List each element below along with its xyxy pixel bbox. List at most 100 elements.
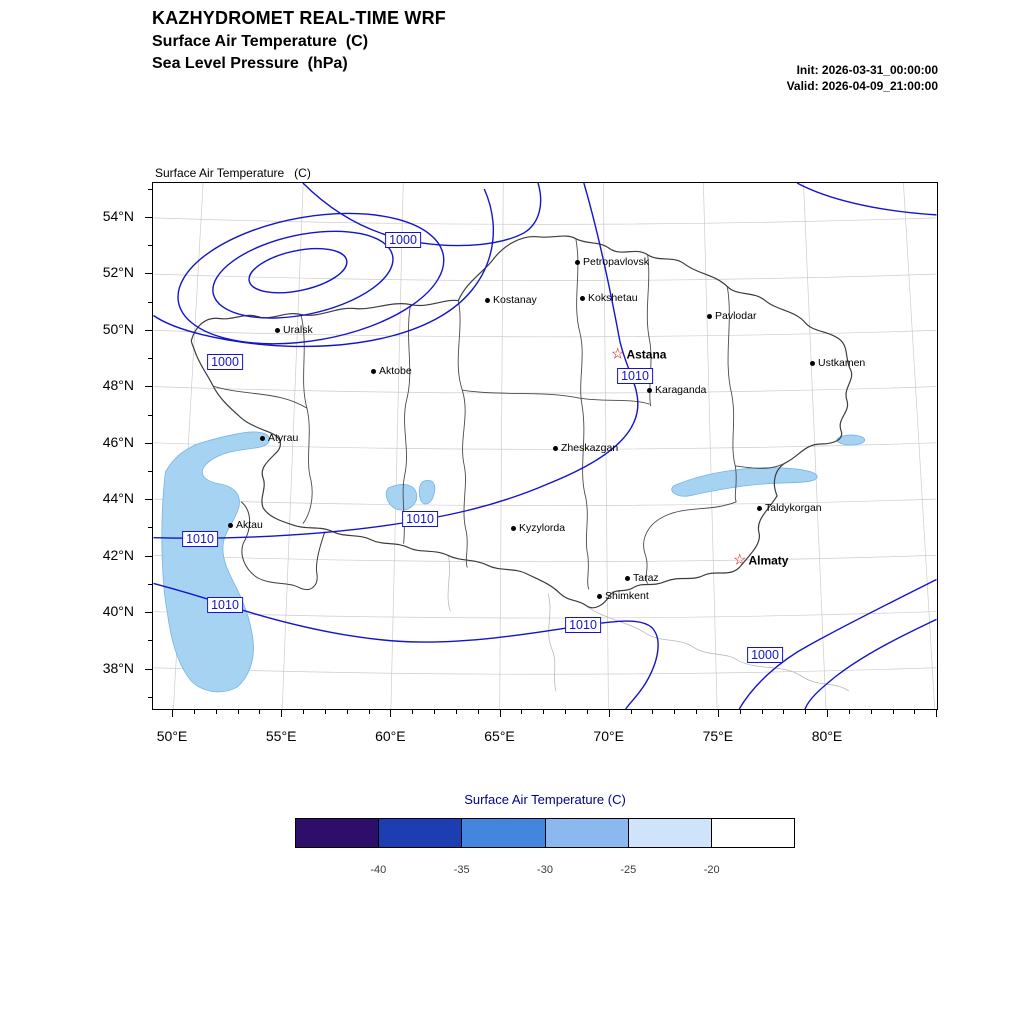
city-marker-astana: ☆ Astana: [611, 347, 666, 362]
graticule: [153, 183, 937, 709]
lat-tick: [148, 188, 152, 190]
lat-tick-label: 52°N: [102, 264, 134, 281]
city-marker-atyrau: Atyrau: [260, 432, 298, 444]
city-marker-uralsk: Uralsk: [275, 324, 313, 336]
lon-tick: [652, 710, 654, 714]
run-times: Init: 2026-03-31_00:00:00 Valid: 2026-04…: [787, 62, 938, 94]
lon-tick: [477, 710, 479, 714]
lon-tick: [368, 710, 370, 714]
lat-tick: [148, 640, 152, 642]
city-dot-icon: [810, 360, 815, 366]
lon-tick: [499, 710, 501, 717]
lat-tick: [145, 442, 152, 444]
lat-tick: [145, 386, 152, 388]
lon-tick: [717, 710, 719, 717]
city-marker-zheskazgan: Zheskazgan: [553, 442, 618, 454]
lon-tick-label: 60°E: [375, 728, 406, 744]
lon-tick: [521, 710, 523, 714]
lon-tick: [870, 710, 872, 714]
lon-tick: [259, 710, 261, 714]
pressure-contour-label: 1010: [182, 531, 218, 547]
lat-tick: [148, 414, 152, 416]
city-dot-icon: [485, 297, 490, 303]
city-label: Karaganda: [655, 384, 707, 396]
kazakhstan-outline: [190, 235, 853, 609]
colorbar-segment: [545, 819, 629, 847]
lat-tick-label: 40°N: [102, 603, 134, 620]
lat-tick: [148, 527, 152, 529]
aral-sea: [385, 484, 418, 511]
lake-zaysan: [836, 434, 866, 446]
lon-tick: [412, 710, 414, 714]
water-bodies: [161, 431, 866, 693]
city-dot-icon: [707, 313, 712, 319]
city-label: Shimkent: [605, 590, 649, 602]
city-marker-kostanay: Kostanay: [485, 294, 537, 306]
city-marker-karaganda: Karaganda: [647, 384, 706, 396]
city-marker-ustkamen: Ustkamen: [810, 357, 865, 369]
lon-tick: [324, 710, 326, 714]
city-marker-aktobe: Aktobe: [371, 365, 412, 377]
city-dot-icon: [511, 525, 516, 531]
city-label: Aktau: [236, 519, 263, 531]
lon-tick: [696, 710, 698, 714]
colorbar-segment: [711, 819, 795, 847]
lon-tick-label: 50°E: [156, 728, 188, 744]
pressure-contour-label: 1000: [385, 232, 421, 248]
lon-tick: [936, 710, 938, 717]
city-dot-icon: [647, 387, 652, 393]
colorbar-segment: [379, 819, 463, 847]
lon-tick-label: 70°E: [593, 728, 624, 744]
city-label: Taraz: [633, 572, 659, 584]
lat-tick-label: 38°N: [102, 659, 134, 676]
colorbar-segment: [628, 819, 712, 847]
layer-label-temperature: Surface Air Temperature (C): [155, 166, 311, 180]
city-dot-icon: [260, 435, 265, 441]
city-dot-icon: [553, 445, 558, 451]
city-label: Uralsk: [283, 324, 313, 336]
city-label: Pavlodar: [715, 310, 757, 322]
lon-tick: [761, 710, 763, 714]
lat-tick-label: 48°N: [102, 377, 134, 394]
city-label: Atyrau: [268, 432, 299, 444]
mangystau-border: [240, 501, 326, 590]
country-borders: [190, 235, 853, 609]
lat-tick: [145, 273, 152, 275]
lon-tick: [455, 710, 457, 714]
capital-star-icon: ☆: [611, 345, 625, 363]
city-label: Almaty: [748, 553, 789, 567]
lat-tick: [148, 245, 152, 247]
pressure-contour-label: 1010: [402, 511, 438, 527]
colorbar-title: Surface Air Temperature (C): [464, 792, 626, 807]
city-marker-shimkent: Shimkent: [597, 590, 649, 602]
lat-tick-label: 46°N: [102, 433, 134, 450]
lat-tick: [148, 301, 152, 303]
lat-tick: [148, 358, 152, 360]
lon-tick: [630, 710, 632, 714]
lat-tick-label: 50°N: [102, 320, 134, 337]
pressure-contour-label: 1010: [617, 368, 653, 384]
lat-tick-label: 54°N: [102, 208, 134, 224]
lon-tick: [783, 710, 785, 714]
lon-tick: [586, 710, 588, 714]
lon-tick: [346, 710, 348, 714]
lon-tick: [172, 710, 173, 717]
subtitle-temperature: Surface Air Temperature (C): [152, 33, 369, 50]
lat-tick: [148, 696, 152, 698]
city-label: Aktobe: [379, 365, 412, 377]
city-label: Kostanay: [493, 294, 537, 306]
lat-tick: [145, 217, 152, 218]
oblast-borders: [213, 238, 788, 590]
caspian-sea: [161, 431, 270, 693]
lon-tick: [215, 710, 217, 714]
city-dot-icon: [228, 522, 233, 528]
pressure-contour-label: 1000: [747, 647, 783, 663]
city-dot-icon: [597, 593, 602, 599]
city-marker-kokshetau: Kokshetau: [580, 292, 638, 304]
pressure-contour-label: 1010: [207, 597, 243, 613]
lon-tick: [892, 710, 894, 714]
city-dot-icon: [371, 368, 376, 374]
lon-tick: [848, 710, 850, 714]
lon-tick-label: 80°E: [811, 728, 843, 744]
map-frame: [152, 182, 938, 710]
